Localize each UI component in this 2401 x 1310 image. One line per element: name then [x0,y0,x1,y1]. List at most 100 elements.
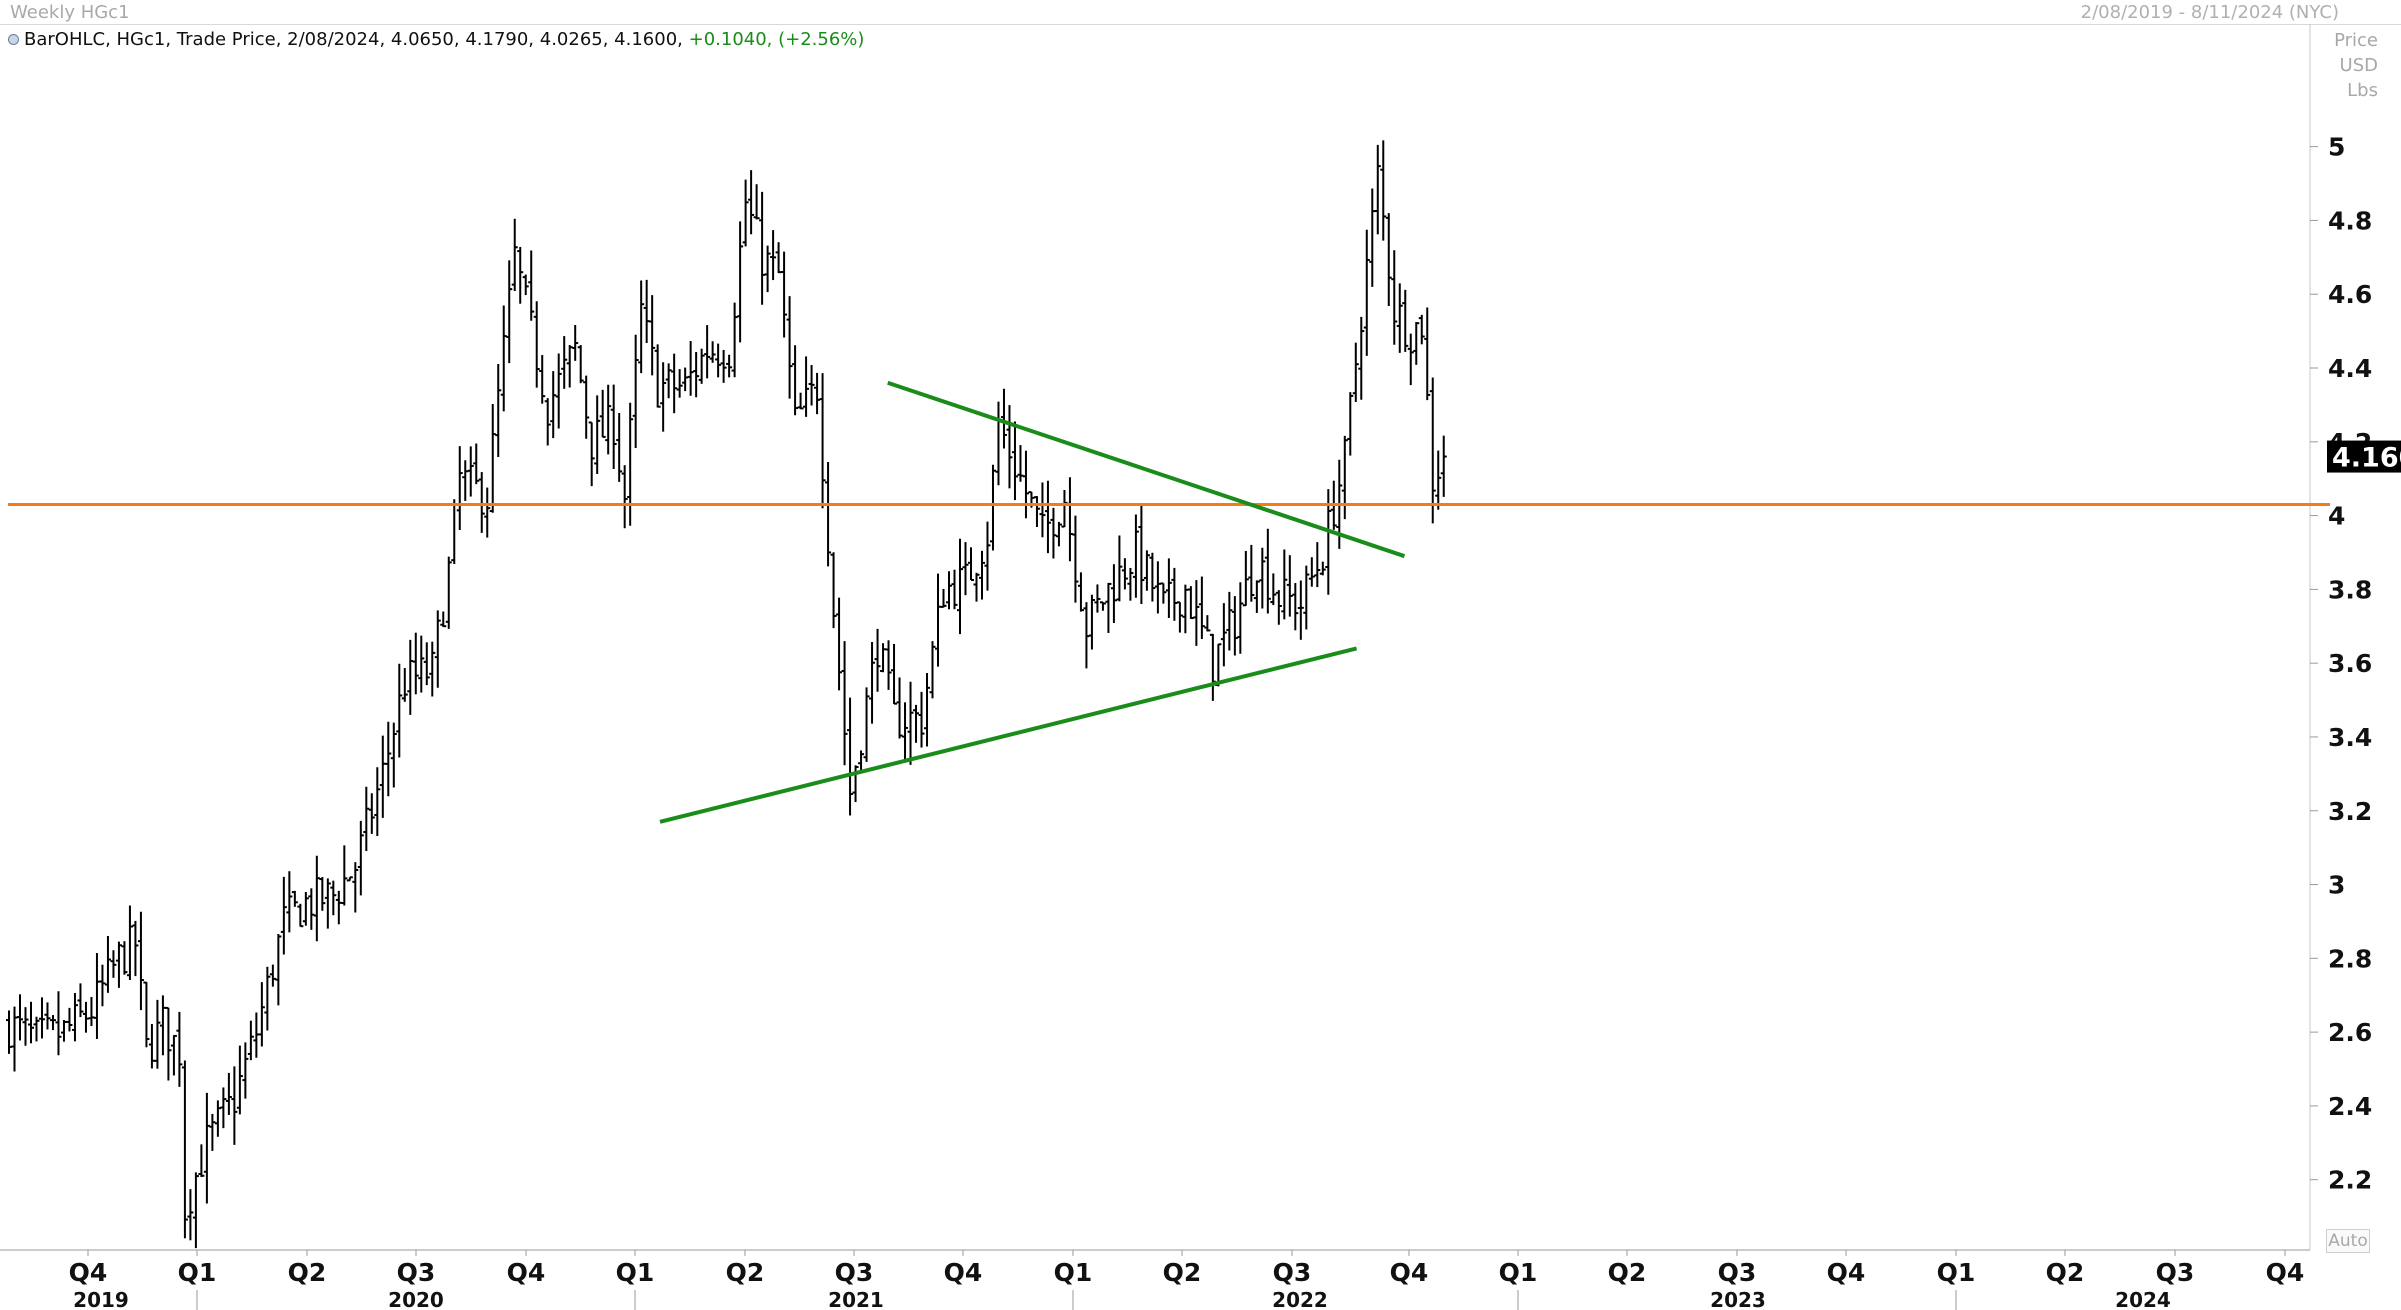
ohlc-bar[interactable] [88,997,95,1026]
ohlc-bar[interactable] [1231,596,1238,656]
ohlc-bar[interactable] [1402,289,1409,352]
ohlc-bar[interactable] [363,786,370,852]
ohlc-bar[interactable] [874,628,881,692]
ohlc-bar[interactable] [814,372,821,415]
ohlc-bar[interactable] [594,395,601,474]
ohlc-bar[interactable] [759,191,766,305]
ohlc-bar[interactable] [423,642,430,686]
ohlc-bar[interactable] [396,663,403,758]
ohlc-bar[interactable] [621,465,628,529]
ohlc-bar[interactable] [154,999,161,1069]
ohlc-bar[interactable] [1440,435,1447,497]
ohlc-bar[interactable] [748,170,755,235]
ohlc-bar[interactable] [209,1113,216,1151]
ohlc-bar[interactable] [159,995,166,1056]
ohlc-bar[interactable] [1308,557,1315,587]
ohlc-bar[interactable] [1050,507,1057,559]
ohlc-bar[interactable] [6,1010,12,1054]
ohlc-bar[interactable] [1022,450,1029,519]
ohlc-bar[interactable] [126,905,133,980]
ohlc-bar[interactable] [330,880,337,916]
ohlc-bar[interactable] [308,888,315,930]
ohlc-bar[interactable] [1011,421,1018,501]
ohlc-bar[interactable] [198,1144,205,1177]
ohlc-bar[interactable] [555,353,562,429]
ohlc-bar[interactable] [731,302,738,378]
ohlc-bar[interactable] [880,643,887,673]
ohlc-bar[interactable] [1066,477,1073,562]
ohlc-bar[interactable] [374,767,381,837]
ohlc-bar[interactable] [929,641,936,699]
ohlc-bar[interactable] [1083,602,1090,669]
ohlc-bar[interactable] [819,373,826,509]
ohlc-bar[interactable] [709,341,716,363]
ohlc-bar[interactable] [1303,565,1310,630]
ohlc-bar[interactable] [605,384,612,455]
ohlc-bar[interactable] [269,964,276,987]
ohlc-bar[interactable] [132,920,139,977]
ohlc-bar[interactable] [924,672,931,747]
ohlc-bar[interactable] [1017,445,1024,482]
ohlc-bar[interactable] [1138,504,1145,605]
ohlc-bar[interactable] [1297,580,1304,640]
ohlc-bar[interactable] [1033,496,1040,528]
ohlc-bar[interactable] [973,572,980,602]
ohlc-bar[interactable] [808,365,815,406]
ohlc-bar[interactable] [671,353,678,414]
ohlc-bar[interactable] [368,793,375,834]
ohlc-bar[interactable] [517,246,524,304]
ohlc-bar[interactable] [1385,213,1392,306]
ohlc-bar[interactable] [858,750,865,772]
ohlc-bar[interactable] [170,1034,177,1076]
ohlc-bar[interactable] [1176,601,1183,633]
ohlc-bar[interactable] [335,890,342,925]
ohlc-bar[interactable] [951,569,958,610]
ohlc-bar[interactable] [588,421,595,487]
ohlc-bar[interactable] [506,260,513,364]
ohlc-bar[interactable] [390,722,397,788]
ohlc-bar[interactable] [418,635,425,693]
ohlc-bar[interactable] [313,855,320,942]
ohlc-bar[interactable] [451,499,458,565]
ohlc-bar[interactable] [319,877,326,911]
ohlc-bar[interactable] [1292,583,1299,631]
ohlc-bar[interactable] [280,876,287,955]
ohlc-bar[interactable] [1418,314,1425,345]
ohlc-bar[interactable] [528,250,535,321]
ohlc-bar[interactable] [247,1020,254,1061]
ohlc-bar[interactable] [544,398,551,446]
ohlc-bar[interactable] [77,983,84,1018]
ohlc-bar[interactable] [429,641,436,697]
ohlc-bar[interactable] [1391,250,1398,345]
ohlc-bar[interactable] [104,936,111,993]
ohlc-bar[interactable] [148,1024,155,1069]
ohlc-bar[interactable] [27,1001,34,1044]
ohlc-bar[interactable] [264,966,271,1031]
ohlc-bar[interactable] [1248,544,1255,602]
ohlc-bar[interactable] [1077,572,1084,612]
ohlc-bar[interactable] [1270,573,1277,606]
ohlc-bar[interactable] [1341,435,1348,520]
ohlc-bar[interactable] [1160,582,1167,604]
ohlc-bar[interactable] [577,345,584,384]
ohlc-bar[interactable] [935,573,942,667]
ohlc-bar[interactable] [522,274,529,296]
ohlc-bar[interactable] [693,352,700,398]
ohlc-bar[interactable] [11,1006,18,1072]
ohlc-bar[interactable] [1154,561,1161,614]
ohlc-bar[interactable] [956,538,963,635]
ohlc-bar[interactable] [66,1007,73,1032]
ohlc-bar[interactable] [258,982,265,1047]
ohlc-bar[interactable] [610,384,617,470]
ohlc-bar[interactable] [55,991,62,1056]
ohlc-bar[interactable] [550,371,557,439]
ohlc-bar[interactable] [665,363,672,399]
ohlc-bar[interactable] [627,402,634,526]
ohlc-bar[interactable] [93,952,100,1039]
ohlc-bar[interactable] [1215,643,1222,687]
ohlc-bar[interactable] [1116,535,1123,602]
ohlc-bar[interactable] [489,404,496,513]
ohlc-bar[interactable] [599,389,606,438]
ohlc-bar[interactable] [1187,586,1194,620]
ohlc-bar[interactable] [715,343,722,378]
